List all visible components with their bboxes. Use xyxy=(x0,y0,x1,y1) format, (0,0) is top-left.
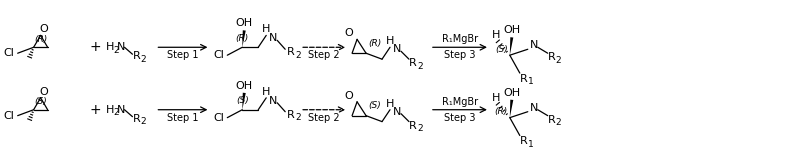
Text: 2: 2 xyxy=(417,62,422,71)
Polygon shape xyxy=(510,37,514,55)
Text: (S): (S) xyxy=(34,97,47,106)
Text: 1: 1 xyxy=(528,140,534,149)
Text: H: H xyxy=(106,105,114,115)
Text: R: R xyxy=(548,52,555,62)
Text: 2: 2 xyxy=(295,113,301,122)
Text: (S): (S) xyxy=(236,96,249,105)
Text: N: N xyxy=(270,96,278,106)
Text: 2: 2 xyxy=(556,118,562,127)
Text: (R): (R) xyxy=(494,107,508,116)
Text: H: H xyxy=(492,30,500,40)
Polygon shape xyxy=(242,93,246,110)
Text: 2: 2 xyxy=(556,56,562,65)
Text: Step 1: Step 1 xyxy=(167,113,198,123)
Text: O: O xyxy=(345,91,354,101)
Text: Step 2: Step 2 xyxy=(308,113,340,123)
Text: Cl: Cl xyxy=(4,111,14,121)
Text: OH: OH xyxy=(236,19,253,28)
Text: O: O xyxy=(345,28,354,38)
Text: R: R xyxy=(287,47,295,57)
Text: R: R xyxy=(133,51,140,61)
Text: 2: 2 xyxy=(295,51,301,60)
Text: 2: 2 xyxy=(114,46,119,55)
Text: H: H xyxy=(262,87,270,97)
Text: (S): (S) xyxy=(495,45,508,54)
Polygon shape xyxy=(510,100,514,118)
Text: H: H xyxy=(386,99,394,109)
Text: N: N xyxy=(117,42,125,52)
Text: (R): (R) xyxy=(368,39,382,48)
Text: OH: OH xyxy=(503,88,520,98)
Text: O: O xyxy=(39,24,48,34)
Text: R: R xyxy=(287,110,295,120)
Text: H: H xyxy=(106,42,114,52)
Text: OH: OH xyxy=(503,25,520,35)
Text: N: N xyxy=(117,105,125,115)
Text: +: + xyxy=(90,103,102,117)
Text: Step 3: Step 3 xyxy=(444,50,476,60)
Text: N: N xyxy=(393,107,402,117)
Text: R: R xyxy=(520,136,527,146)
Polygon shape xyxy=(242,30,246,47)
Text: H: H xyxy=(262,24,270,34)
Text: OH: OH xyxy=(236,81,253,91)
Text: O: O xyxy=(39,87,48,97)
Text: N: N xyxy=(393,44,402,54)
Text: R: R xyxy=(409,121,417,131)
Text: Step 2: Step 2 xyxy=(308,50,340,60)
Text: N: N xyxy=(530,103,538,113)
Text: R: R xyxy=(520,74,527,84)
Text: 2: 2 xyxy=(141,55,146,64)
Text: 1: 1 xyxy=(528,77,534,87)
Text: R: R xyxy=(548,115,555,125)
Text: N: N xyxy=(270,33,278,43)
Text: N: N xyxy=(530,40,538,50)
Text: 2: 2 xyxy=(114,108,119,117)
Text: Step 1: Step 1 xyxy=(167,50,198,60)
Text: (R): (R) xyxy=(34,35,48,44)
Text: 2: 2 xyxy=(417,124,422,133)
Text: (S): (S) xyxy=(368,101,381,110)
Text: +: + xyxy=(90,40,102,54)
Text: Step 3: Step 3 xyxy=(444,113,476,123)
Text: H: H xyxy=(386,36,394,46)
Text: 2: 2 xyxy=(141,117,146,126)
Text: (R): (R) xyxy=(236,34,249,43)
Text: R₁MgBr: R₁MgBr xyxy=(442,34,478,44)
Text: R₁MgBr: R₁MgBr xyxy=(442,97,478,107)
Text: R: R xyxy=(409,58,417,68)
Text: Cl: Cl xyxy=(4,48,14,58)
Text: Cl: Cl xyxy=(214,50,224,60)
Text: Cl: Cl xyxy=(214,113,224,123)
Text: R: R xyxy=(133,114,140,124)
Text: H: H xyxy=(492,93,500,103)
